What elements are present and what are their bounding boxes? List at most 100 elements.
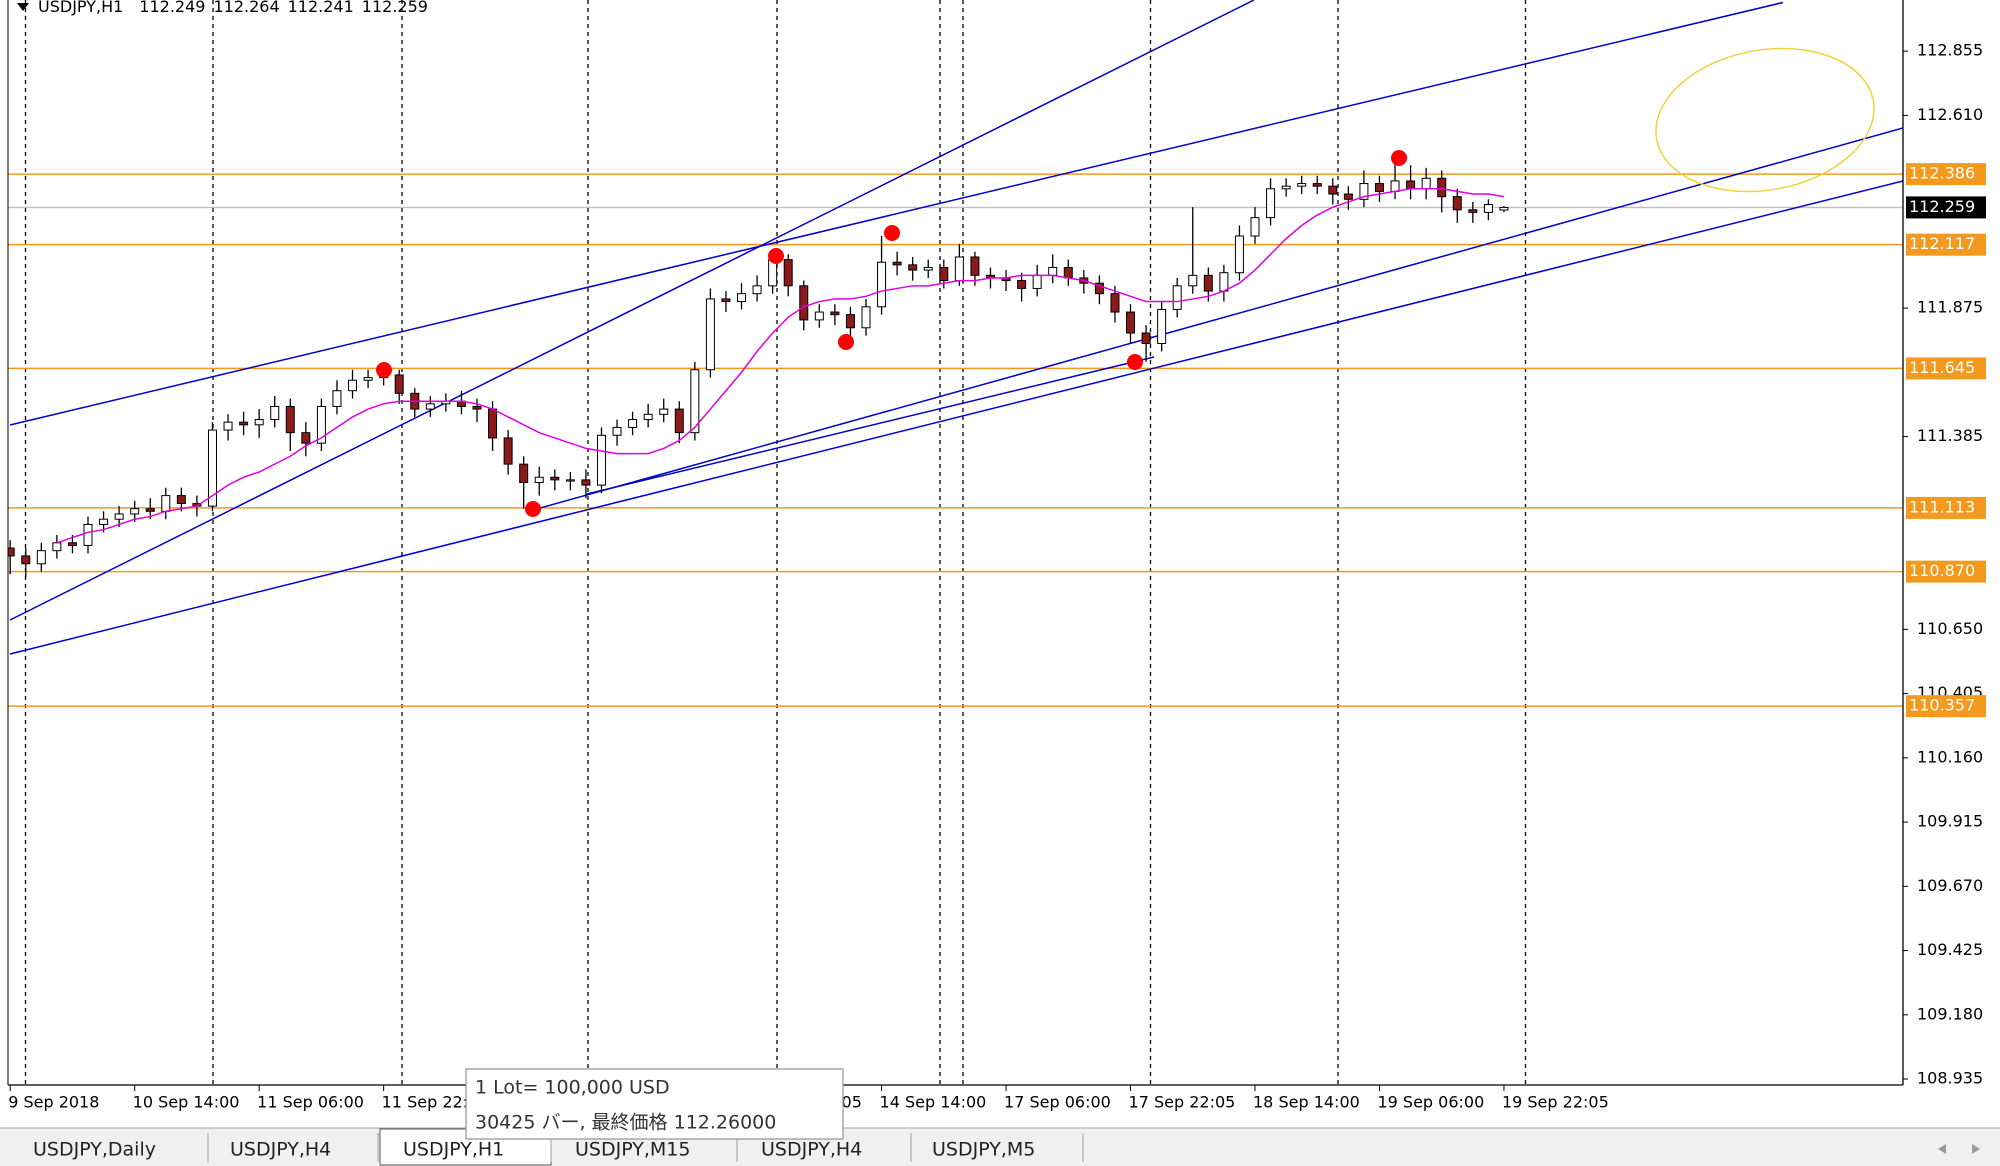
scroll-left[interactable] xyxy=(1938,1144,1946,1154)
x-tick-label: 19 Sep 22:05 xyxy=(1502,1093,1609,1112)
candle-body xyxy=(1437,177,1447,198)
candle-body xyxy=(1017,280,1027,289)
y-tick-label: 109.670 xyxy=(1917,876,1983,895)
candle-body xyxy=(1406,180,1416,190)
trendline xyxy=(586,356,1155,495)
level-label: 112.386 xyxy=(1909,164,1975,183)
candle-body xyxy=(332,390,342,407)
candle-body xyxy=(954,256,964,282)
candle-body xyxy=(36,550,46,565)
tab[interactable]: USDJPY,H4 xyxy=(761,1139,862,1161)
level-label: 111.113 xyxy=(1909,497,1975,516)
tooltip-box xyxy=(465,1068,844,1140)
candle-body xyxy=(612,426,622,436)
candle-body xyxy=(1063,266,1073,279)
current-price-bg xyxy=(1906,196,1986,219)
candle-body xyxy=(565,479,575,482)
pivot-dot xyxy=(884,225,900,241)
candle-body xyxy=(799,285,809,321)
scroll-right[interactable] xyxy=(1972,1144,1980,1154)
candle-body xyxy=(705,298,715,371)
tab[interactable]: USDJPY,Daily xyxy=(33,1139,156,1161)
candle-body xyxy=(394,374,404,394)
candle-body xyxy=(1297,183,1307,187)
candle-body xyxy=(1359,183,1369,200)
plot-area xyxy=(8,0,1903,1085)
candle-body xyxy=(1374,183,1384,192)
pivot-dot xyxy=(838,334,854,350)
candle-body xyxy=(1483,204,1493,213)
candle-body xyxy=(1250,217,1260,237)
level-label-bg xyxy=(1906,357,1986,380)
candle-body xyxy=(472,405,482,410)
level-label: 112.117 xyxy=(1909,234,1975,253)
candle-body xyxy=(207,429,217,507)
x-tick-label: 19 Sep 06:00 xyxy=(1377,1093,1484,1112)
candle-body xyxy=(1266,188,1276,219)
tab[interactable]: USDJPY,H4 xyxy=(230,1139,331,1161)
candle-body xyxy=(519,463,529,483)
tab[interactable]: USDJPY,M15 xyxy=(575,1139,690,1161)
candle-body xyxy=(1421,177,1431,190)
candle-body xyxy=(1219,272,1229,292)
current-price-label: 112.259 xyxy=(1909,197,1975,216)
candle-body xyxy=(285,405,295,434)
candle-body xyxy=(316,405,326,444)
candle-body xyxy=(939,266,949,282)
y-tick-label: 109.180 xyxy=(1917,1004,1983,1023)
y-tick-label: 111.875 xyxy=(1917,298,1983,317)
candle-body xyxy=(830,311,840,316)
symbol: USDJPY,H1 xyxy=(38,0,123,16)
candle-body xyxy=(114,513,124,520)
moving-average xyxy=(56,188,1505,544)
header-arrow xyxy=(17,3,29,11)
x-tick-label: 18 Sep 14:00 xyxy=(1253,1093,1360,1112)
candle-body xyxy=(643,413,653,421)
candle-body xyxy=(130,508,140,515)
candle-body xyxy=(845,314,855,329)
candle-body xyxy=(161,495,171,512)
y-tick-label: 109.915 xyxy=(1917,812,1983,831)
pivot-dots xyxy=(376,150,1407,517)
candle-body xyxy=(659,408,669,415)
candle-body xyxy=(145,508,155,512)
x-tick-label: 17 Sep 06:00 xyxy=(1004,1093,1111,1112)
candle-body xyxy=(1048,266,1058,276)
x-tick-label: 14 Sep 14:00 xyxy=(880,1093,987,1112)
candle-body xyxy=(1499,206,1509,211)
candle-body xyxy=(239,421,249,426)
tab[interactable]: USDJPY,H1 xyxy=(403,1139,504,1161)
candle-body xyxy=(83,523,93,546)
candle-body xyxy=(877,261,887,308)
candle-body xyxy=(690,369,700,434)
tab[interactable]: USDJPY,M5 xyxy=(932,1139,1035,1161)
candle-body xyxy=(534,476,544,483)
candle-body xyxy=(223,421,233,431)
candle-body xyxy=(1203,274,1213,292)
candle-body xyxy=(270,405,280,421)
pivot-dot xyxy=(376,362,392,378)
header-low: 112.241 xyxy=(288,0,354,16)
candle-body xyxy=(1234,235,1244,274)
candle-body xyxy=(1343,193,1353,200)
candle-body xyxy=(923,266,933,271)
level-label-bg xyxy=(1906,233,1986,256)
trendline xyxy=(9,180,1903,655)
y-tick-label: 112.855 xyxy=(1917,41,1983,60)
y-tick-label: 108.935 xyxy=(1917,1069,1983,1088)
period-separators xyxy=(24,0,1527,1085)
x-tick-label: 17 Sep 22:05 xyxy=(1129,1093,1236,1112)
chart-header: USDJPY,H1 112.249 112.264 112.241 112.259 xyxy=(17,0,428,16)
candle-body xyxy=(1110,293,1120,313)
y-tick-label: 109.425 xyxy=(1917,940,1983,959)
header-open: 112.249 xyxy=(139,0,205,16)
x-tick-label: 11 Sep 06:00 xyxy=(257,1093,364,1112)
trendline xyxy=(9,0,1255,621)
level-label: 111.645 xyxy=(1909,358,1975,377)
candle-body xyxy=(628,419,638,428)
candle-body xyxy=(861,306,871,329)
x-tick-label: 10 Sep 14:00 xyxy=(133,1093,240,1112)
candle-body xyxy=(1172,285,1182,310)
candle-body xyxy=(176,495,186,504)
y-tick-label: 112.610 xyxy=(1917,105,1983,124)
